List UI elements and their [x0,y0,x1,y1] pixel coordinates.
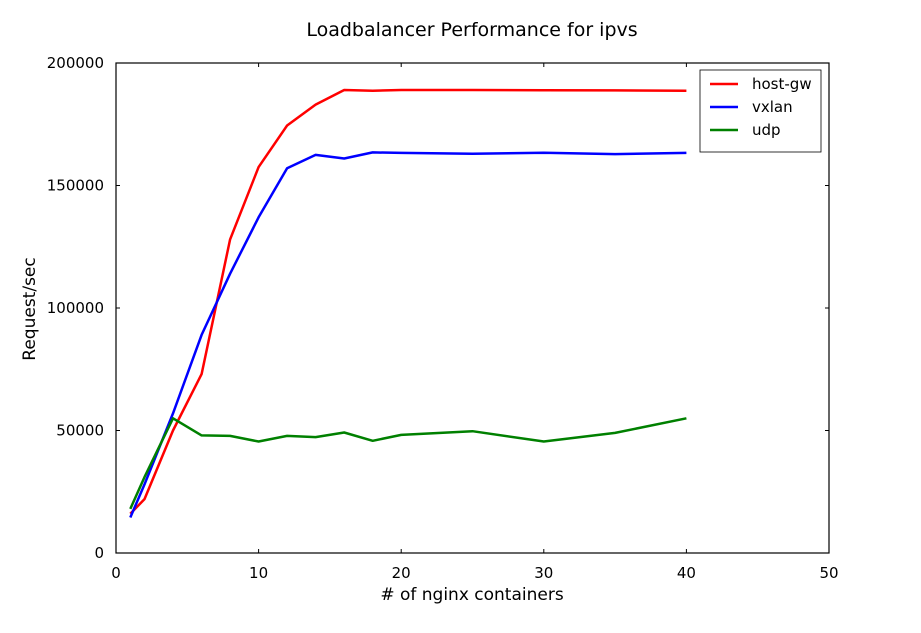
x-axis-title: # of nginx containers [380,585,564,605]
series-line-host-gw [129,88,687,515]
series-line-vxlan [129,151,687,518]
legend-label-host-gw: host-gw [752,75,812,93]
y-tick-label: 150000 [47,177,104,195]
legend-label-vxlan: vxlan [752,98,793,116]
series-line-udp [129,417,687,510]
x-tick-label: 0 [111,564,121,582]
plot-area: 0 10 20 30 40 50 0 50000 100000 150000 200000 [47,54,839,582]
legend: host-gw vxlan udp [699,69,822,153]
x-tick-label: 40 [677,564,696,582]
y-tick-label: 100000 [47,299,104,317]
y-tick-label: 50000 [56,422,104,440]
legend-label-udp: udp [752,121,781,139]
y-tick-label: 0 [94,544,104,562]
chart-title: Loadbalancer Performance for ipvs [306,19,637,41]
x-tick-label: 50 [819,564,838,582]
x-tick-label: 10 [249,564,268,582]
x-tick-label: 30 [534,564,553,582]
y-axis-title: Request/sec [20,257,40,360]
x-tick-label: 20 [392,564,411,582]
y-tick-label: 200000 [47,54,104,72]
